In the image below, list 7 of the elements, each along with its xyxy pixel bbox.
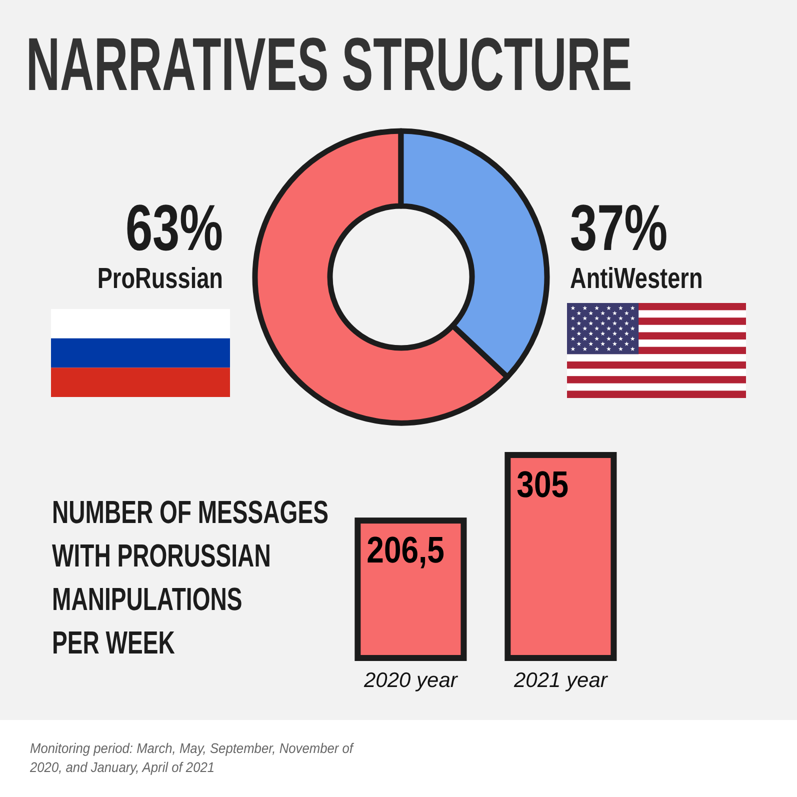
text: Monitoring period: March, May, September, November of 2020, and January, April of 2021 — [29, 740, 354, 776]
x-tick-label: 2021 year — [512, 669, 608, 692]
data-label: 206,5 — [366, 530, 444, 572]
x-tick-label: 2020 year — [362, 669, 458, 692]
text: NUMBER OF MESSAGES WITH PRORUSSIAN MANIPULATIONS PER WEEK — [52, 494, 328, 660]
data-label: 305 — [516, 464, 569, 506]
chart-title: NARRATIVES STRUCTURE — [26, 22, 632, 107]
